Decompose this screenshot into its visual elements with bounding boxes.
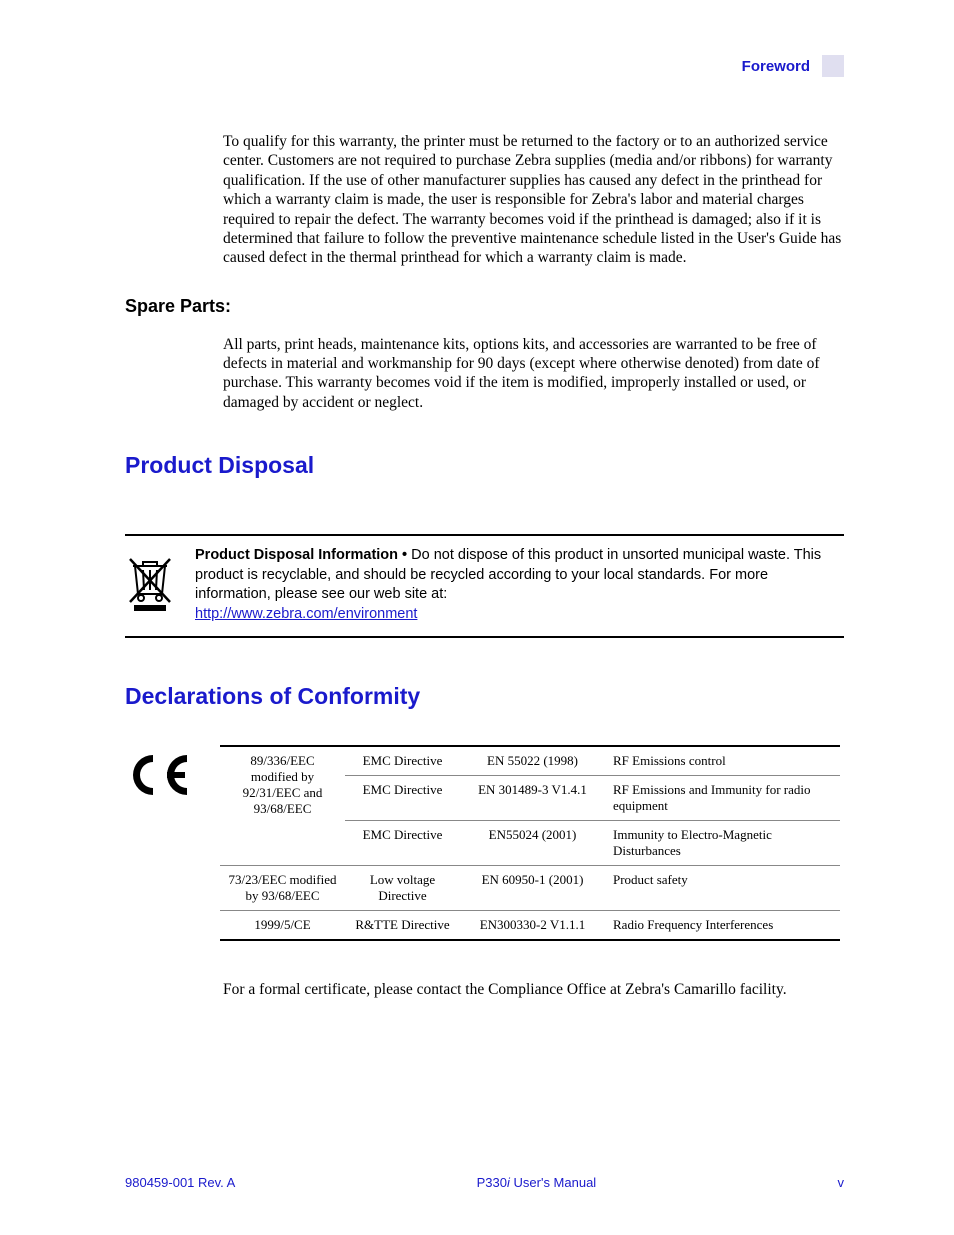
spare-parts-text: All parts, print heads, maintenance kits…	[223, 335, 844, 413]
page-footer: 980459-001 Rev. A P330i User's Manual v	[125, 1175, 844, 1190]
table-cell: EN55024 (2001)	[460, 821, 605, 866]
table-cell: 1999/5/CE	[220, 911, 345, 941]
conformity-table: 89/336/EEC modified by 92/31/EEC and 93/…	[220, 745, 840, 941]
table-row: 73/23/EEC modified by 93/68/EECLow volta…	[220, 866, 840, 911]
weee-bin-icon	[125, 546, 175, 619]
table-row: 89/336/EEC modified by 92/31/EEC and 93/…	[220, 746, 840, 776]
table-cell: EMC Directive	[345, 821, 460, 866]
conformity-heading: Declarations of Conformity	[125, 683, 844, 710]
table-cell: EMC Directive	[345, 746, 460, 776]
warranty-paragraph: To qualify for this warranty, the printe…	[223, 132, 844, 268]
table-cell: Immunity to Electro-Magnetic Disturbance…	[605, 821, 840, 866]
page-header: Foreword	[125, 55, 844, 77]
disposal-link[interactable]: http://www.zebra.com/environment	[195, 606, 417, 622]
header-section-label: Foreword	[742, 58, 810, 75]
ce-mark-icon	[125, 745, 195, 805]
table-cell: Radio Frequency Interferences	[605, 911, 840, 941]
footer-page-number: v	[838, 1175, 845, 1190]
table-cell: Low voltage Directive	[345, 866, 460, 911]
conformity-closing-text: For a formal certificate, please contact…	[223, 981, 844, 999]
footer-doc-number: 980459-001 Rev. A	[125, 1175, 235, 1190]
table-cell: 89/336/EEC modified by 92/31/EEC and 93/…	[220, 746, 345, 866]
header-decorative-block	[822, 55, 844, 77]
table-cell: EN 60950-1 (2001)	[460, 866, 605, 911]
table-row: 1999/5/CER&TTE DirectiveEN300330-2 V1.1.…	[220, 911, 840, 941]
table-cell: RF Emissions and Immunity for radio equi…	[605, 776, 840, 821]
disposal-label: Product Disposal Information •	[195, 547, 411, 563]
disposal-text-block: Product Disposal Information • Do not di…	[195, 546, 844, 624]
footer-manual-title: P330i User's Manual	[477, 1175, 597, 1190]
table-cell: R&TTE Directive	[345, 911, 460, 941]
product-disposal-heading: Product Disposal	[125, 452, 844, 479]
table-cell: EN 301489-3 V1.4.1	[460, 776, 605, 821]
table-cell: RF Emissions control	[605, 746, 840, 776]
spare-parts-heading: Spare Parts:	[125, 296, 844, 317]
table-cell: EMC Directive	[345, 776, 460, 821]
table-cell: EN300330-2 V1.1.1	[460, 911, 605, 941]
table-cell: 73/23/EEC modified by 93/68/EEC	[220, 866, 345, 911]
disposal-notice: Product Disposal Information • Do not di…	[125, 534, 844, 638]
conformity-section: 89/336/EEC modified by 92/31/EEC and 93/…	[125, 745, 844, 941]
table-cell: Product safety	[605, 866, 840, 911]
table-cell: EN 55022 (1998)	[460, 746, 605, 776]
